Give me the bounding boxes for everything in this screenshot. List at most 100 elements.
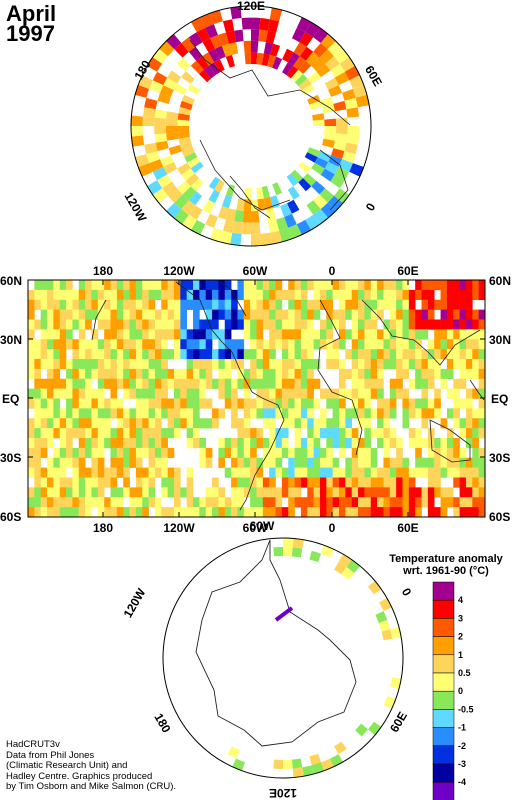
- map-cell: [129, 487, 137, 498]
- map-cell: [123, 467, 130, 478]
- map-cell: [148, 349, 156, 360]
- map-cell: [465, 408, 473, 419]
- map-cell: [173, 467, 181, 478]
- map-cell: [129, 428, 137, 439]
- map-cell: [332, 467, 340, 478]
- map-cell: [256, 280, 264, 291]
- map-cell: [161, 447, 168, 459]
- polar-cell: [319, 188, 334, 203]
- map-cell: [434, 349, 441, 360]
- map-cell: [129, 319, 137, 330]
- legend-swatch: [432, 709, 455, 728]
- map-cell: [408, 507, 416, 517]
- map-cell: [167, 467, 175, 478]
- map-cell: [453, 457, 460, 468]
- map-cell: [408, 289, 416, 301]
- map-cell: [472, 329, 479, 340]
- map-cell: [351, 309, 359, 320]
- map-cell: [459, 467, 467, 478]
- polar-cell: [280, 203, 292, 217]
- map-cell: [478, 507, 485, 517]
- map-cell: [307, 378, 314, 389]
- map-cell: [269, 408, 276, 419]
- polar-cell: [177, 126, 190, 133]
- map-cell: [440, 368, 448, 380]
- map-cell: [275, 398, 283, 409]
- map-cell: [281, 428, 289, 439]
- map-cell: [472, 408, 479, 419]
- map-cell: [421, 438, 429, 449]
- map-cell: [275, 319, 283, 330]
- map-cell: [212, 289, 219, 301]
- map-cell: [370, 497, 378, 508]
- map-cell: [180, 339, 187, 350]
- map-cell: [186, 467, 194, 478]
- polar-cell: [324, 77, 339, 90]
- map-cell: [307, 487, 314, 498]
- polar-cell: [311, 162, 325, 175]
- map-cell: [154, 447, 162, 459]
- map-cell: [142, 438, 149, 449]
- map-cell: [275, 368, 283, 380]
- sp-label-60e: 60E: [387, 709, 410, 734]
- lat-left-60n: 60N: [0, 274, 22, 288]
- map-cell: [28, 289, 35, 301]
- map-cell: [307, 398, 314, 409]
- map-cell: [294, 467, 302, 478]
- map-cell: [396, 368, 403, 380]
- map-cell: [472, 467, 479, 478]
- legend-label: 1: [458, 650, 463, 660]
- map-cell: [396, 359, 403, 370]
- map-cell: [345, 408, 353, 419]
- polar-cell: [259, 18, 270, 31]
- map-cell: [415, 408, 422, 419]
- map-cell: [339, 477, 346, 488]
- map-cell: [440, 329, 448, 340]
- map-cell: [135, 319, 143, 330]
- map-cell: [465, 280, 473, 291]
- map-cell: [256, 378, 264, 389]
- map-cell: [40, 447, 48, 459]
- map-cell: [332, 428, 340, 439]
- map-cell: [161, 507, 168, 517]
- map-cell: [281, 378, 289, 389]
- map-cell: [97, 319, 105, 330]
- map-cell: [345, 477, 353, 488]
- map-cell: [440, 299, 448, 310]
- map-cell: [434, 319, 441, 330]
- map-cell: [180, 319, 187, 330]
- map-cell: [275, 289, 283, 301]
- map-cell: [402, 368, 410, 380]
- polar-cell: [296, 219, 311, 235]
- map-cell: [123, 378, 130, 389]
- map-cell: [421, 378, 429, 389]
- map-cell: [377, 359, 384, 370]
- map-cell: [104, 497, 111, 508]
- map-cell: [212, 418, 219, 429]
- map-cell: [180, 487, 187, 498]
- map-cell: [288, 408, 295, 419]
- map-cell: [319, 457, 327, 468]
- polar-cell: [346, 134, 359, 145]
- map-cell: [383, 477, 391, 488]
- map-cell: [135, 487, 143, 498]
- map-cell: [212, 319, 219, 330]
- map-cell: [339, 418, 346, 429]
- polar-cell: [135, 85, 150, 98]
- map-cell: [440, 497, 448, 508]
- map-cell: [167, 299, 175, 310]
- map-cell: [243, 329, 251, 340]
- map-cell: [193, 309, 200, 320]
- lon-bottom-0: 0: [329, 521, 336, 535]
- map-cell: [339, 487, 346, 498]
- map-cell: [53, 487, 61, 498]
- sp-label-0: 0: [399, 586, 415, 599]
- map-cell: [40, 359, 48, 370]
- map-cell: [47, 477, 54, 488]
- map-cell: [402, 329, 410, 340]
- map-cell: [351, 457, 359, 468]
- map-cell: [129, 378, 137, 389]
- map-cell: [281, 418, 289, 429]
- map-cell: [243, 447, 251, 459]
- map-cell: [180, 398, 187, 409]
